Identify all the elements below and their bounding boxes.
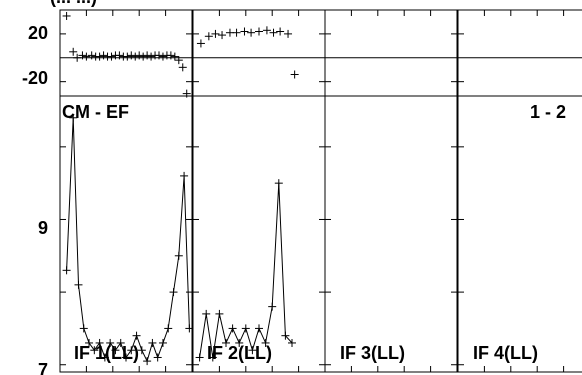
- baseline-label: CM - EF: [62, 102, 129, 122]
- amplitude-point-2-0: [195, 353, 204, 362]
- phase-point-1-0: [62, 11, 71, 20]
- amplitude-panel-frame-3: [324, 95, 458, 373]
- amplitude-point-2-10: [261, 338, 270, 347]
- amplitude-point-2-9: [255, 324, 263, 333]
- amplitude-point-1-9: [111, 346, 120, 355]
- phase-point-1-8: [99, 51, 108, 60]
- phase-point-2-9: [262, 26, 271, 35]
- phase-point-2-1: [204, 32, 213, 41]
- phase-point-2-12: [284, 29, 293, 38]
- phase-point-1-22: [155, 51, 163, 60]
- phase-point-2-13: [290, 70, 299, 79]
- if-label-1: IF 1(LL): [74, 343, 139, 363]
- amplitude-point-1-22: [180, 171, 189, 180]
- amplitude-point-2-3: [215, 309, 224, 318]
- amplitude-point-1-12: [127, 346, 136, 355]
- amplitude-point-2-13: [281, 331, 290, 340]
- amplitude-ytick-label-0: 9: [38, 218, 48, 238]
- phase-point-2-2: [211, 29, 220, 38]
- phase-point-1-2: [73, 53, 82, 62]
- amplitude-point-1-1: [69, 113, 78, 122]
- amplitude-point-1-10: [116, 338, 125, 347]
- amplitude-point-1-14: [137, 346, 146, 355]
- phase-point-1-17: [135, 51, 144, 60]
- amplitude-point-1-2: [74, 280, 83, 289]
- phase-point-2-5: [232, 28, 241, 37]
- amplitude-point-2-2: [208, 353, 217, 362]
- phase-point-1-10: [107, 52, 116, 61]
- amplitude-point-1-18: [158, 338, 167, 347]
- amplitude-point-1-4: [85, 338, 94, 347]
- phase-panel-frame-4: [457, 9, 582, 97]
- if-label-3: IF 3(LL): [340, 343, 405, 363]
- phase-point-2-8: [255, 27, 263, 36]
- amplitude-point-2-6: [235, 338, 244, 347]
- amplitude-point-1-13: [132, 331, 141, 340]
- amplitude-point-2-12: [274, 179, 283, 188]
- phase-point-1-5: [87, 51, 96, 60]
- amplitude-point-1-20: [169, 288, 178, 297]
- phase-point-1-20: [147, 52, 156, 61]
- phase-panel-frame-2: [192, 9, 326, 97]
- phase-point-2-3: [218, 31, 227, 40]
- amplitude-ytick-label-1: 7: [38, 360, 48, 375]
- amplitude-line-1: [66, 117, 190, 363]
- phase-point-1-19: [143, 51, 152, 60]
- amplitude-point-1-16: [148, 338, 157, 347]
- header-fragment: (... ...): [50, 0, 97, 7]
- amplitude-panel-frame-4: [457, 95, 582, 373]
- phase-point-1-23: [158, 52, 167, 61]
- amplitude-point-1-15: [143, 357, 152, 366]
- panel-grid: [59, 9, 582, 373]
- amplitude-panel-frame-1: [59, 95, 193, 373]
- phase-point-1-14: [123, 52, 132, 61]
- phase-ytick-label-0: 20: [28, 23, 48, 43]
- amplitude-point-2-1: [202, 309, 211, 318]
- if-label-2: IF 2(LL): [207, 343, 272, 363]
- phase-point-1-25: [166, 51, 175, 60]
- phase-panel-frame-3: [324, 9, 458, 97]
- phase-point-1-3: [78, 51, 87, 60]
- amplitude-point-2-14: [288, 338, 296, 347]
- amplitude-point-1-3: [79, 324, 88, 333]
- phase-point-2-10: [269, 28, 278, 37]
- amplitude-point-1-5: [90, 346, 99, 355]
- phase-point-1-26: [170, 52, 179, 61]
- phase-point-2-7: [247, 28, 256, 37]
- amplitude-point-2-4: [222, 338, 230, 347]
- amplitude-point-2-7: [241, 324, 250, 333]
- phase-ytick-label-1: -20: [22, 68, 48, 88]
- amplitude-point-1-23: [185, 324, 194, 333]
- phase-point-1-18: [139, 52, 148, 61]
- phase-point-1-15: [127, 51, 136, 60]
- amplitude-point-1-19: [164, 324, 173, 333]
- phase-point-1-29: [182, 89, 191, 98]
- amplitude-point-2-11: [268, 302, 277, 311]
- phase-point-1-28: [178, 63, 187, 72]
- amplitude-point-1-0: [62, 266, 71, 275]
- phase-point-2-6: [240, 27, 249, 36]
- phase-point-2-0: [196, 39, 205, 48]
- amplitude-point-1-8: [106, 338, 115, 347]
- amplitude-point-1-6: [95, 338, 104, 347]
- phase-point-1-7: [95, 52, 104, 61]
- amplitude-point-2-5: [228, 324, 237, 333]
- phase-panel-frame-1: [59, 9, 193, 97]
- amplitude-point-1-17: [153, 353, 162, 362]
- phase-point-1-4: [82, 52, 91, 61]
- phase-point-1-16: [131, 52, 140, 61]
- phase-point-1-1: [69, 47, 78, 56]
- amplitude-point-1-21: [174, 251, 183, 260]
- phase-point-1-12: [115, 51, 124, 60]
- if-label-4: IF 4(LL): [473, 343, 538, 363]
- phase-point-2-11: [276, 27, 285, 36]
- amplitude-point-1-7: [100, 353, 109, 362]
- correlation-label: 1 - 2: [530, 102, 566, 122]
- amplitude-point-1-11: [122, 353, 130, 362]
- amplitude-point-2-8: [248, 346, 257, 355]
- phase-point-1-27: [174, 56, 183, 65]
